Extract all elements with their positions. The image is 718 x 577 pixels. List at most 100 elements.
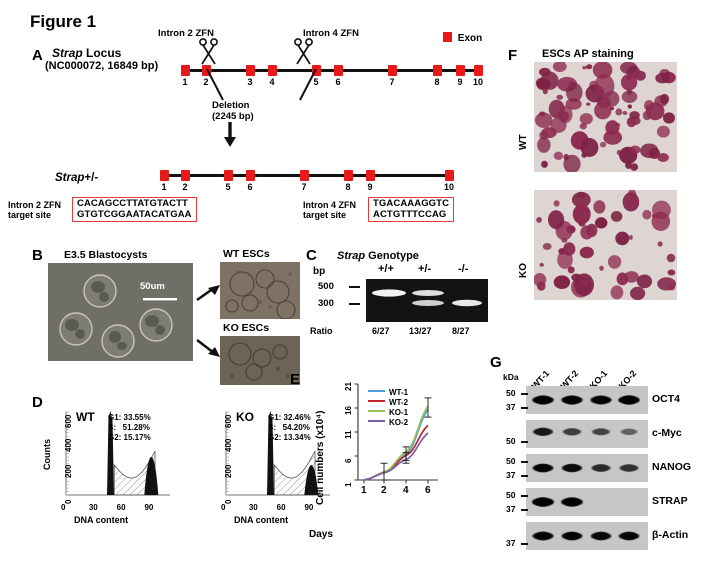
ap-row-label-wt: WT xyxy=(518,134,529,150)
deletion-size-text: (2245 bp) xyxy=(212,111,254,123)
target-right-l1: Intron 4 ZFN xyxy=(303,200,356,210)
exon-legend-swatch xyxy=(443,32,452,42)
facs-ytick-ko-200: 200 xyxy=(224,464,233,478)
growth-legend-item-KO-2: KO-2 xyxy=(368,412,408,430)
blot-kda-tick-β-Actin-37: 37 xyxy=(506,538,516,548)
facs-xtick-ko-30: 30 xyxy=(248,503,258,512)
growth-ytick-11: 11 xyxy=(344,430,353,439)
blot-label-c-Myc: c-Myc xyxy=(652,427,682,439)
blot-kda-tick-OCT4-37: 37 xyxy=(506,402,516,412)
scale-bar-label: 50um xyxy=(140,281,165,292)
facs-stat-line-0: G1: 33.55% xyxy=(108,413,151,422)
wt-esc-image xyxy=(220,262,300,319)
ko-esc-image xyxy=(220,336,300,385)
arrow-to-wt-esc-icon xyxy=(196,285,220,302)
facs-histogram-wt xyxy=(65,411,170,496)
blot-image-STRAP xyxy=(526,488,648,516)
wt-locus-exon-9 xyxy=(456,65,465,76)
bp-label: bp xyxy=(313,266,326,277)
exon-legend: Exon xyxy=(443,32,482,44)
scissors-icon-left xyxy=(199,38,218,65)
wt-locus-exon-num-8: 8 xyxy=(434,77,440,87)
genotype-title-rest: Genotype xyxy=(365,250,419,262)
facs-ytick-wt-400: 400 xyxy=(64,438,73,452)
wt-locus-exon-7 xyxy=(388,65,397,76)
target-site-label-right: Intron 4 ZFN target site xyxy=(303,200,356,221)
growth-xtick-2: 2 xyxy=(381,485,387,496)
ko-locus-exon-num-2: 2 xyxy=(182,182,188,192)
panel-letter-a: A xyxy=(32,47,43,64)
facs-xtick-ko-0: 0 xyxy=(221,503,226,512)
ap-ko-content xyxy=(534,190,677,300)
target-left-l1: Intron 2 ZFN xyxy=(8,200,61,210)
ko-locus-exon-6 xyxy=(246,170,255,181)
growth-ytick-6: 6 xyxy=(344,458,353,463)
panel-letter-c: C xyxy=(306,247,317,264)
genotype-title: Strap Genotype xyxy=(337,250,419,262)
wt-locus-exon-num-3: 3 xyxy=(247,77,253,87)
facs-stat-line-2: G2: 13.34% xyxy=(268,433,311,442)
blot-kda-tick-STRAP-37: 37 xyxy=(506,504,516,514)
facs-stat-line-0: G1: 32.46% xyxy=(268,413,311,422)
blot-kda-dash-STRAP-37 xyxy=(521,509,528,511)
facs-title-wt: WT xyxy=(76,410,95,424)
locus-title: Strap Locus xyxy=(52,46,121,60)
blot-kda-tick-STRAP-50: 50 xyxy=(506,490,516,500)
growth-ytick-21: 21 xyxy=(344,382,353,391)
facs-stat-line-1: S: 51.28% xyxy=(108,423,150,432)
panel-letter-e: E xyxy=(290,371,301,388)
blot-kda-tick-NANOG-50: 50 xyxy=(506,456,516,466)
wt-locus-exon-1 xyxy=(181,65,190,76)
wt-locus-exon-8 xyxy=(433,65,442,76)
panel-letter-d: D xyxy=(32,394,43,411)
blot-label-β-Actin: β-Actin xyxy=(652,529,689,541)
wt-locus-exon-num-7: 7 xyxy=(389,77,395,87)
blot-image-c-Myc xyxy=(526,420,648,448)
blot-kda-dash-NANOG-37 xyxy=(521,475,528,477)
ratio-value-1: 13/27 xyxy=(409,326,432,336)
ratio-value-2: 8/27 xyxy=(452,326,470,336)
growth-legend-item-WT-2: WT-2 xyxy=(368,392,408,410)
target-right-l2: target site xyxy=(303,210,347,221)
ko-locus-exon-num-6: 6 xyxy=(247,182,253,192)
wt-locus-exon-4 xyxy=(268,65,277,76)
locus-line-wt xyxy=(185,69,482,72)
facs-histogram-ko xyxy=(225,411,330,496)
panel-letter-b: B xyxy=(32,247,43,264)
facs-stat-line-1: S: 54.20% xyxy=(268,423,310,432)
blot-image-β-Actin xyxy=(526,522,648,550)
arrow-to-ko-esc-icon xyxy=(196,338,220,357)
figure-title: Figure 1 xyxy=(30,12,97,31)
facs-stats-ko: G1: 32.46% S: 54.20% G2: 13.34% xyxy=(268,413,311,443)
ko-locus-exon-5 xyxy=(224,170,233,181)
facs-ytick-ko-400: 400 xyxy=(224,438,233,452)
ko-locus-exon-num-9: 9 xyxy=(367,182,373,192)
exon-legend-label: Exon xyxy=(457,33,483,44)
zfn-label-intron4: Intron 4 ZFN xyxy=(303,28,359,39)
wt-locus-exon-num-10: 10 xyxy=(472,77,483,87)
ap-staining-image-ko xyxy=(534,190,677,300)
growth-chart-svg xyxy=(354,383,438,484)
facs-xtick-wt-60: 60 xyxy=(116,503,126,512)
ko-esc-image-content xyxy=(220,336,300,385)
wt-esc-image-content xyxy=(220,262,300,319)
growth-xtick-4: 4 xyxy=(403,485,409,496)
ko-locus-exon-num-10: 10 xyxy=(443,182,454,192)
blot-kda-dash-OCT4-37 xyxy=(521,407,528,409)
growth-ylabel: Cell numbers (x10⁴) xyxy=(315,410,326,505)
growth-legend-item-WT-1: WT-1 xyxy=(368,382,408,400)
ladder-label-300: 300 xyxy=(318,298,334,309)
kda-label: kDa xyxy=(503,372,519,382)
wt-locus-exon-3 xyxy=(246,65,255,76)
blastocyst-image: 50um xyxy=(48,263,193,361)
blastocyst-title: E3.5 Blastocysts xyxy=(64,249,148,261)
wt-locus-exon-num-1: 1 xyxy=(182,77,188,87)
ko-locus-exon-num-5: 5 xyxy=(225,182,231,192)
genotype-header-0: +/+ xyxy=(378,263,394,275)
growth-legend-swatch-WT-2 xyxy=(368,399,385,402)
growth-xtick-1: 1 xyxy=(361,485,367,496)
target-site-seq-left: CACAGCCTTATGTACTT GTGTCGGAATACATGAA xyxy=(72,197,197,223)
wt-locus-exon-6 xyxy=(334,65,343,76)
facs-stats-wt: G1: 33.55% S: 51.28% G2: 15.17% xyxy=(108,413,151,443)
